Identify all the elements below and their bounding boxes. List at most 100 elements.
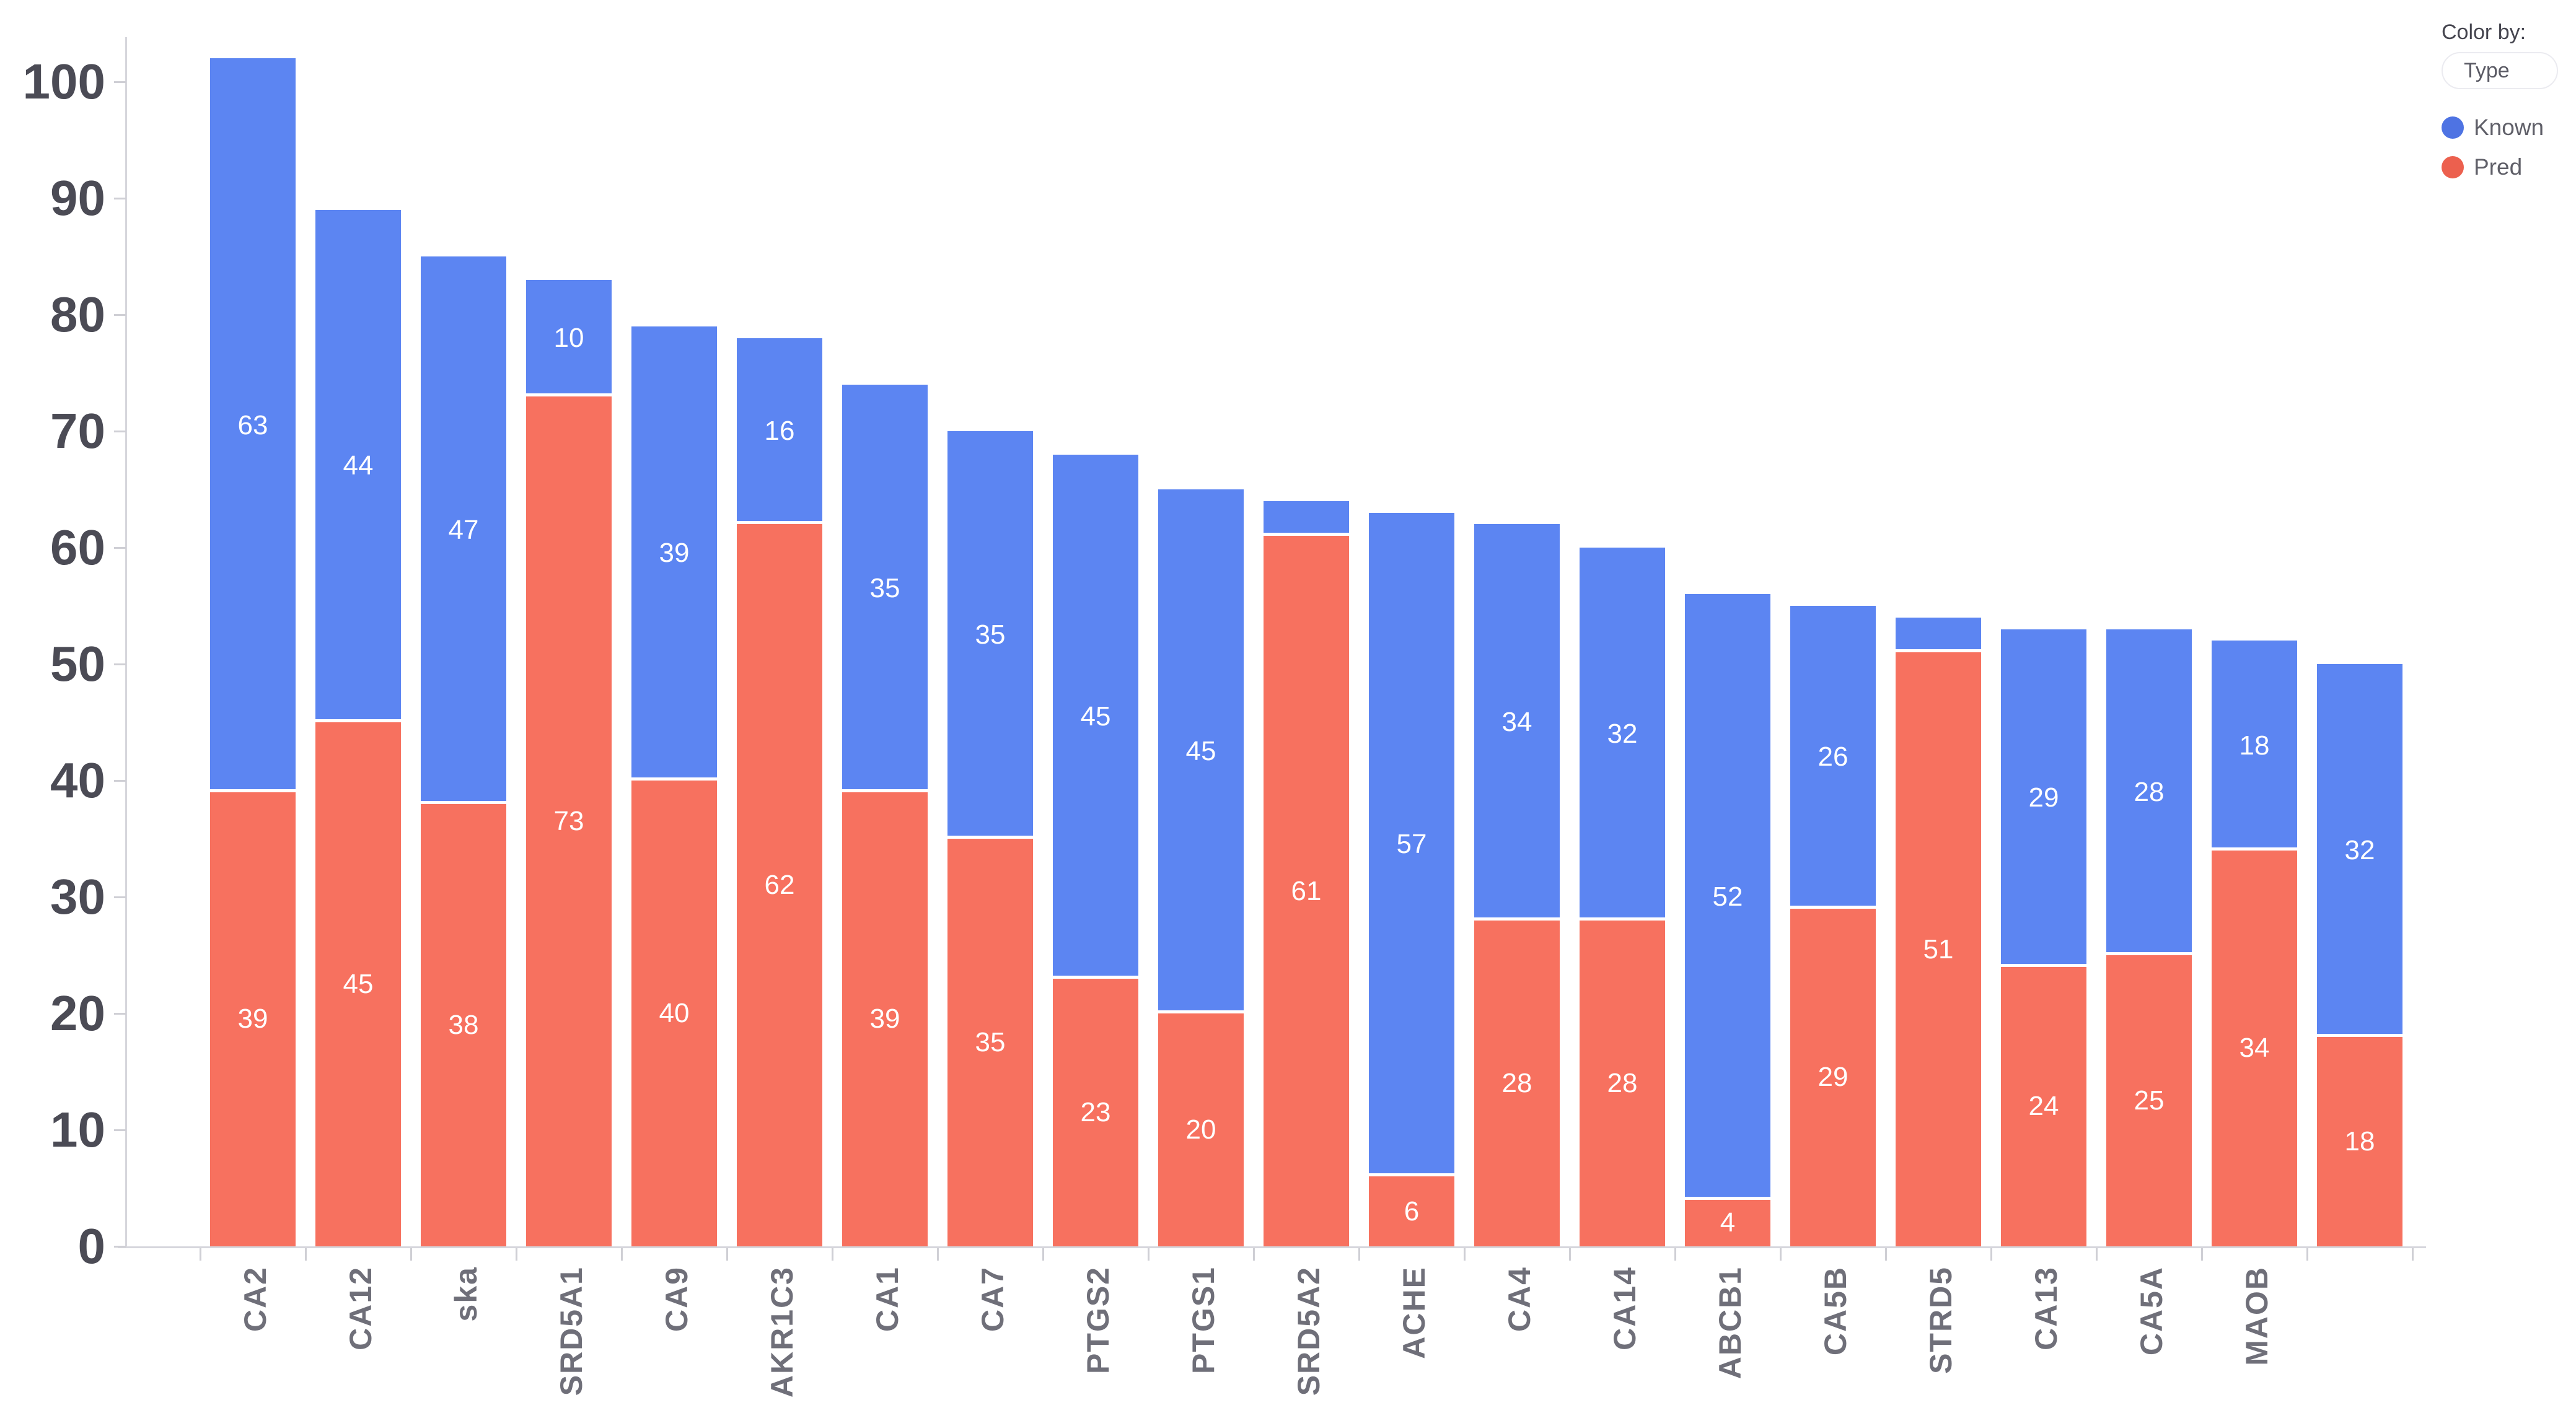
y-axis-tick-label: 40 — [50, 753, 105, 808]
y-axis-tick-label: 30 — [50, 869, 105, 924]
segment-known-CA4[interactable] — [1474, 524, 1560, 917]
segment-known-PTGS1[interactable] — [1158, 489, 1244, 1010]
x-axis-label: CA4 — [1502, 1266, 1537, 1332]
segment-pred-CA13[interactable] — [2001, 966, 2086, 1246]
segment-known-bar21[interactable] — [2317, 664, 2402, 1034]
x-axis-label: ska — [449, 1266, 483, 1322]
segment-value-label: 45 — [1080, 701, 1111, 732]
segment-pred-CA2[interactable] — [210, 792, 296, 1246]
legend-item-known[interactable]: Known — [2442, 114, 2575, 141]
x-axis-label: ABCB1 — [1713, 1266, 1747, 1380]
y-axis-tick-label: 100 — [22, 54, 105, 109]
legend-item-pred[interactable]: Pred — [2442, 154, 2575, 181]
segment-pred-SRD5A1[interactable] — [526, 396, 612, 1246]
y-axis-tick-label: 50 — [50, 636, 105, 691]
y-axis-tick — [114, 1246, 126, 1248]
segment-pred-MAOB[interactable] — [2212, 850, 2297, 1246]
segment-known-SRD5A1[interactable] — [526, 279, 612, 393]
x-axis-tick — [2096, 1248, 2098, 1261]
x-axis-tick — [1042, 1248, 1044, 1261]
legend-dot-pred-icon — [2442, 156, 2464, 178]
segment-value-label: 51 — [1923, 934, 1954, 965]
segment-known-CA12[interactable] — [315, 209, 401, 719]
segment-value-label: 28 — [2134, 776, 2165, 807]
legend-dot-known-icon — [2442, 116, 2464, 139]
segment-value-label: 45 — [1185, 736, 1216, 766]
segment-known-ska[interactable] — [421, 256, 506, 801]
y-axis-tick-label: 0 — [77, 1218, 106, 1274]
y-axis-tick-label: 20 — [50, 986, 105, 1041]
segment-known-SRD5A2[interactable] — [1264, 501, 1349, 533]
segment-pred-CA9[interactable] — [631, 781, 717, 1246]
x-axis-tick — [1674, 1248, 1676, 1261]
x-axis-tick — [1253, 1248, 1255, 1261]
segment-known-CA5A[interactable] — [2106, 629, 2192, 952]
y-axis-tick — [114, 547, 126, 549]
segment-value-label: 18 — [2344, 1126, 2375, 1157]
segment-pred-CA4[interactable] — [1474, 920, 1560, 1246]
x-axis-tick — [410, 1248, 412, 1261]
segment-value-label: 20 — [1185, 1114, 1216, 1145]
x-axis-label: PTGS1 — [1186, 1266, 1221, 1374]
x-axis-tick — [2201, 1248, 2203, 1261]
segment-known-CA13[interactable] — [2001, 629, 2086, 964]
segment-pred-ABCB1[interactable] — [1685, 1199, 1770, 1246]
segment-known-CA5B[interactable] — [1790, 606, 1876, 906]
segment-known-CA2[interactable] — [210, 58, 296, 789]
segment-known-AKR1C3[interactable] — [737, 338, 822, 522]
segment-value-label: 6 — [1404, 1196, 1420, 1227]
segment-pred-CA14[interactable] — [1580, 920, 1665, 1246]
segment-pred-PTGS2[interactable] — [1053, 978, 1138, 1246]
x-axis-tick — [2306, 1248, 2308, 1261]
segment-known-STRD5[interactable] — [1896, 617, 1981, 650]
x-axis-label: STRD5 — [1923, 1266, 1958, 1374]
x-axis-label: CA13 — [2029, 1266, 2064, 1350]
segment-value-label: 29 — [2028, 782, 2059, 813]
segment-known-CA7[interactable] — [947, 431, 1033, 836]
segment-value-label: 52 — [1712, 881, 1743, 912]
segment-known-MAOB[interactable] — [2212, 641, 2297, 847]
segment-value-label: 28 — [1501, 1067, 1532, 1098]
x-axis-label: AKR1C3 — [765, 1266, 799, 1398]
segment-value-label: 47 — [448, 514, 479, 545]
segment-value-label: 73 — [553, 805, 584, 836]
segment-value-label: 16 — [764, 416, 795, 446]
y-axis-tick-label: 70 — [50, 403, 105, 458]
segment-known-CA14[interactable] — [1580, 548, 1665, 917]
y-axis-tick — [114, 314, 126, 316]
legend-panel: Color by: Type Known Pred — [2442, 19, 2575, 193]
segment-known-CA1[interactable] — [842, 384, 928, 789]
legend-item-label: Pred — [2474, 154, 2523, 180]
segment-pred-CA5B[interactable] — [1790, 908, 1876, 1246]
x-axis-label: CA5A — [2134, 1266, 2169, 1356]
segment-pred-PTGS1[interactable] — [1158, 1013, 1244, 1246]
segment-value-label: 44 — [343, 450, 374, 481]
segment-known-CA9[interactable] — [631, 326, 717, 777]
segment-value-label: 39 — [869, 1004, 900, 1035]
segment-known-ABCB1[interactable] — [1685, 594, 1770, 1197]
segment-known-PTGS2[interactable] — [1053, 454, 1138, 976]
x-axis-label: SRD5A2 — [1291, 1266, 1326, 1396]
segment-pred-STRD5[interactable] — [1896, 652, 1981, 1246]
segment-pred-CA12[interactable] — [315, 722, 401, 1246]
segment-pred-ACHE[interactable] — [1369, 1176, 1454, 1246]
x-axis-label: CA5B — [1818, 1266, 1853, 1356]
x-axis-tick — [1885, 1248, 1887, 1261]
color-by-type-select[interactable]: Type — [2442, 52, 2558, 89]
segment-value-label: 32 — [1607, 718, 1638, 749]
segment-pred-ska[interactable] — [421, 803, 506, 1246]
segment-pred-CA7[interactable] — [947, 839, 1033, 1246]
segment-value-label: 10 — [553, 322, 584, 353]
y-axis-tick — [114, 780, 126, 782]
segment-pred-AKR1C3[interactable] — [737, 524, 822, 1246]
y-axis-tick — [114, 81, 126, 83]
segment-known-ACHE[interactable] — [1369, 512, 1454, 1174]
segment-pred-SRD5A2[interactable] — [1264, 536, 1349, 1246]
segment-value-label: 34 — [1501, 707, 1532, 737]
segment-pred-CA5A[interactable] — [2106, 955, 2192, 1246]
segment-pred-bar21[interactable] — [2317, 1036, 2402, 1246]
segment-pred-CA1[interactable] — [842, 792, 928, 1246]
segment-value-label: 40 — [659, 998, 690, 1028]
x-axis-label: CA2 — [238, 1266, 273, 1332]
y-axis-tick — [114, 663, 126, 665]
